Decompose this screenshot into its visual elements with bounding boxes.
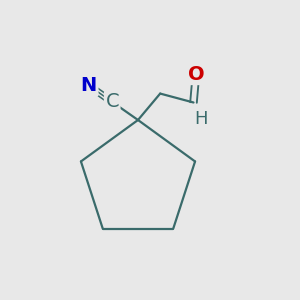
Text: O: O [188,64,204,84]
Text: N: N [81,76,97,95]
Text: C: C [105,92,119,111]
Text: H: H [194,110,208,128]
